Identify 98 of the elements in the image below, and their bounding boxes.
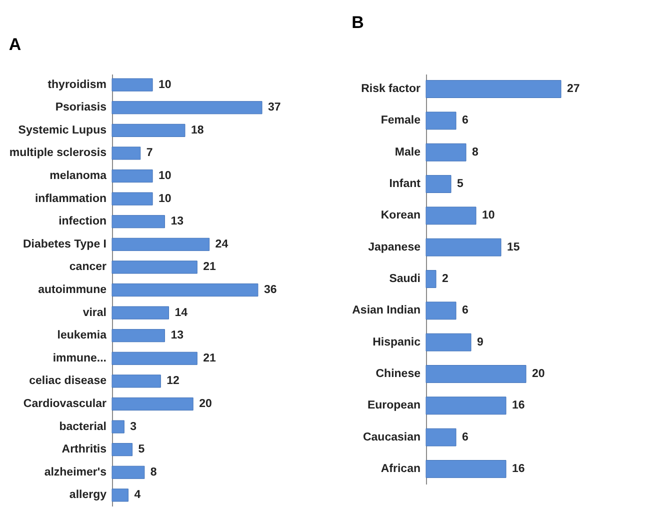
data-label: 27 <box>567 83 580 96</box>
y-tick-label: celiac disease <box>29 375 106 388</box>
y-tick-label: Hispanic <box>372 336 422 348</box>
bar <box>112 283 258 297</box>
data-label: 10 <box>482 210 495 222</box>
data-label: 2 <box>442 273 448 285</box>
bar <box>112 146 141 160</box>
bar <box>112 374 161 388</box>
data-label: 12 <box>166 375 180 388</box>
y-tick-label: Cardiovascular <box>23 398 108 410</box>
y-tick-label: multiple sclerosis <box>9 147 106 160</box>
bar <box>112 488 128 502</box>
bar <box>112 192 153 206</box>
y-tick-label: European <box>367 400 420 412</box>
y-tick-label: leukemia <box>57 330 108 342</box>
y-tick-label: Male <box>394 146 420 158</box>
data-label: 5 <box>457 178 464 190</box>
y-tick-label: autoimmune <box>38 284 106 296</box>
bar <box>112 215 165 228</box>
bar <box>112 78 153 92</box>
data-label: 6 <box>462 114 468 127</box>
chart-title: B <box>352 13 364 32</box>
y-tick-label: Korean <box>380 210 420 222</box>
bar <box>426 80 562 98</box>
data-label: 5 <box>138 444 146 456</box>
y-tick-label: Diabetes Type I <box>22 238 106 250</box>
data-label: 13 <box>170 216 184 228</box>
data-label: 16 <box>512 462 525 475</box>
y-tick-label: Psoriasis <box>55 102 106 114</box>
bar <box>426 143 466 162</box>
y-tick-label: Risk factor <box>361 83 422 96</box>
data-label: 18 <box>190 124 204 136</box>
bar <box>426 206 476 225</box>
y-tick-label: alzheimer's <box>44 466 106 478</box>
y-tick-label: Systemic Lupus <box>18 124 106 136</box>
y-tick-label: Chinese <box>376 368 420 380</box>
y-tick-label: immune... <box>52 352 106 364</box>
y-tick-label: Infant <box>389 178 421 190</box>
bar <box>112 420 124 434</box>
bar <box>426 112 456 130</box>
y-tick-label: viral <box>82 306 106 319</box>
y-tick-label: Asian Indian <box>352 304 420 317</box>
y-tick-label: bacterial <box>59 420 106 433</box>
data-label: 20 <box>532 368 545 380</box>
bar <box>112 260 198 274</box>
data-label: 37 <box>268 102 281 114</box>
y-tick-label: Saudi <box>389 273 420 285</box>
data-label: 6 <box>462 431 468 444</box>
bar <box>426 238 502 256</box>
data-label: 13 <box>170 330 184 342</box>
data-label: 24 <box>215 238 229 250</box>
y-tick-label: thyroidism <box>48 78 106 91</box>
bar <box>112 397 194 411</box>
bar <box>112 169 153 183</box>
data-label: 10 <box>158 192 172 205</box>
bar <box>112 466 145 479</box>
bar <box>426 270 436 288</box>
data-label: 21 <box>203 261 217 274</box>
y-tick-label: cancer <box>69 261 108 274</box>
y-tick-label: infection <box>58 216 106 228</box>
data-label: 15 <box>507 241 520 254</box>
bar <box>112 352 198 365</box>
y-tick-label: inflammation <box>34 192 106 205</box>
bar <box>426 396 506 415</box>
data-label: 7 <box>146 147 153 160</box>
y-tick-label: allergy <box>69 489 108 502</box>
y-tick-label: Arthritis <box>62 444 106 456</box>
chart-title: A <box>8 35 22 54</box>
bar <box>426 428 456 446</box>
bar <box>112 443 133 456</box>
y-tick-label: African <box>380 462 420 475</box>
bar <box>112 329 165 342</box>
bar <box>426 333 472 352</box>
bar <box>112 306 170 320</box>
bar <box>426 302 456 320</box>
bar <box>112 101 262 114</box>
data-label: 10 <box>158 78 172 91</box>
bar <box>112 238 210 251</box>
data-label: 3 <box>130 420 137 433</box>
data-label: 14 <box>174 306 188 319</box>
data-label: 6 <box>462 304 468 317</box>
y-tick-label: Female <box>380 114 420 127</box>
data-label: 21 <box>203 352 217 364</box>
y-tick-label: melanoma <box>50 170 108 182</box>
bar <box>426 460 506 478</box>
data-label: 8 <box>472 146 479 158</box>
bar <box>426 365 526 383</box>
y-tick-label: Japanese <box>368 241 420 254</box>
data-label: 36 <box>264 284 277 296</box>
data-label: 9 <box>477 336 484 348</box>
data-label: 20 <box>199 398 212 410</box>
y-tick-label: Caucasian <box>362 431 420 444</box>
bar <box>426 175 452 193</box>
data-label: 4 <box>134 489 142 502</box>
data-label: 10 <box>158 170 172 182</box>
data-label: 8 <box>150 466 158 478</box>
bar <box>112 124 186 137</box>
data-label: 16 <box>512 400 525 412</box>
